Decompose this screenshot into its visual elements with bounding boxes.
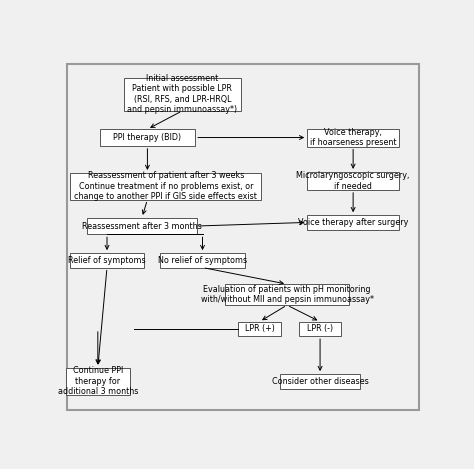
Text: Initial assessment
Patient with possible LPR
(RSI, RFS, and LPR-HRQL
and pepsin : Initial assessment Patient with possible… bbox=[127, 74, 237, 114]
Text: No relief of symptoms: No relief of symptoms bbox=[158, 256, 247, 265]
FancyBboxPatch shape bbox=[124, 77, 241, 111]
FancyBboxPatch shape bbox=[225, 284, 349, 305]
FancyBboxPatch shape bbox=[280, 374, 360, 388]
FancyBboxPatch shape bbox=[70, 173, 261, 200]
Text: Relief of symptoms: Relief of symptoms bbox=[68, 256, 146, 265]
FancyBboxPatch shape bbox=[299, 322, 341, 336]
FancyBboxPatch shape bbox=[66, 368, 130, 395]
FancyBboxPatch shape bbox=[66, 63, 419, 410]
FancyBboxPatch shape bbox=[307, 215, 399, 230]
Text: Consider other diseases: Consider other diseases bbox=[272, 377, 368, 386]
Text: LPR (+): LPR (+) bbox=[245, 325, 274, 333]
Text: LPR (-): LPR (-) bbox=[307, 325, 333, 333]
Text: Microlaryngoscopic surgery,
if needed: Microlaryngoscopic surgery, if needed bbox=[296, 171, 410, 190]
FancyBboxPatch shape bbox=[238, 322, 281, 336]
Text: Voice therapy,
if hoarseness present: Voice therapy, if hoarseness present bbox=[310, 128, 396, 147]
Text: Reassessment of patient after 3 weeks
Continue treatment if no problems exist, o: Reassessment of patient after 3 weeks Co… bbox=[74, 171, 257, 201]
Text: Reassessment after 3 months: Reassessment after 3 months bbox=[82, 221, 202, 230]
FancyBboxPatch shape bbox=[307, 172, 399, 190]
Text: Voice therapy after surgery: Voice therapy after surgery bbox=[298, 218, 408, 227]
Text: PPI therapy (BID): PPI therapy (BID) bbox=[113, 133, 182, 142]
FancyBboxPatch shape bbox=[87, 218, 197, 234]
FancyBboxPatch shape bbox=[160, 253, 245, 267]
FancyBboxPatch shape bbox=[100, 129, 195, 146]
Text: Continue PPI
therapy for
additional 3 months: Continue PPI therapy for additional 3 mo… bbox=[58, 366, 138, 396]
Text: Evaluation of patients with pH monitoring
with/without MII and pepsin immunoassa: Evaluation of patients with pH monitorin… bbox=[201, 285, 374, 304]
FancyBboxPatch shape bbox=[307, 129, 399, 147]
FancyBboxPatch shape bbox=[70, 253, 144, 267]
